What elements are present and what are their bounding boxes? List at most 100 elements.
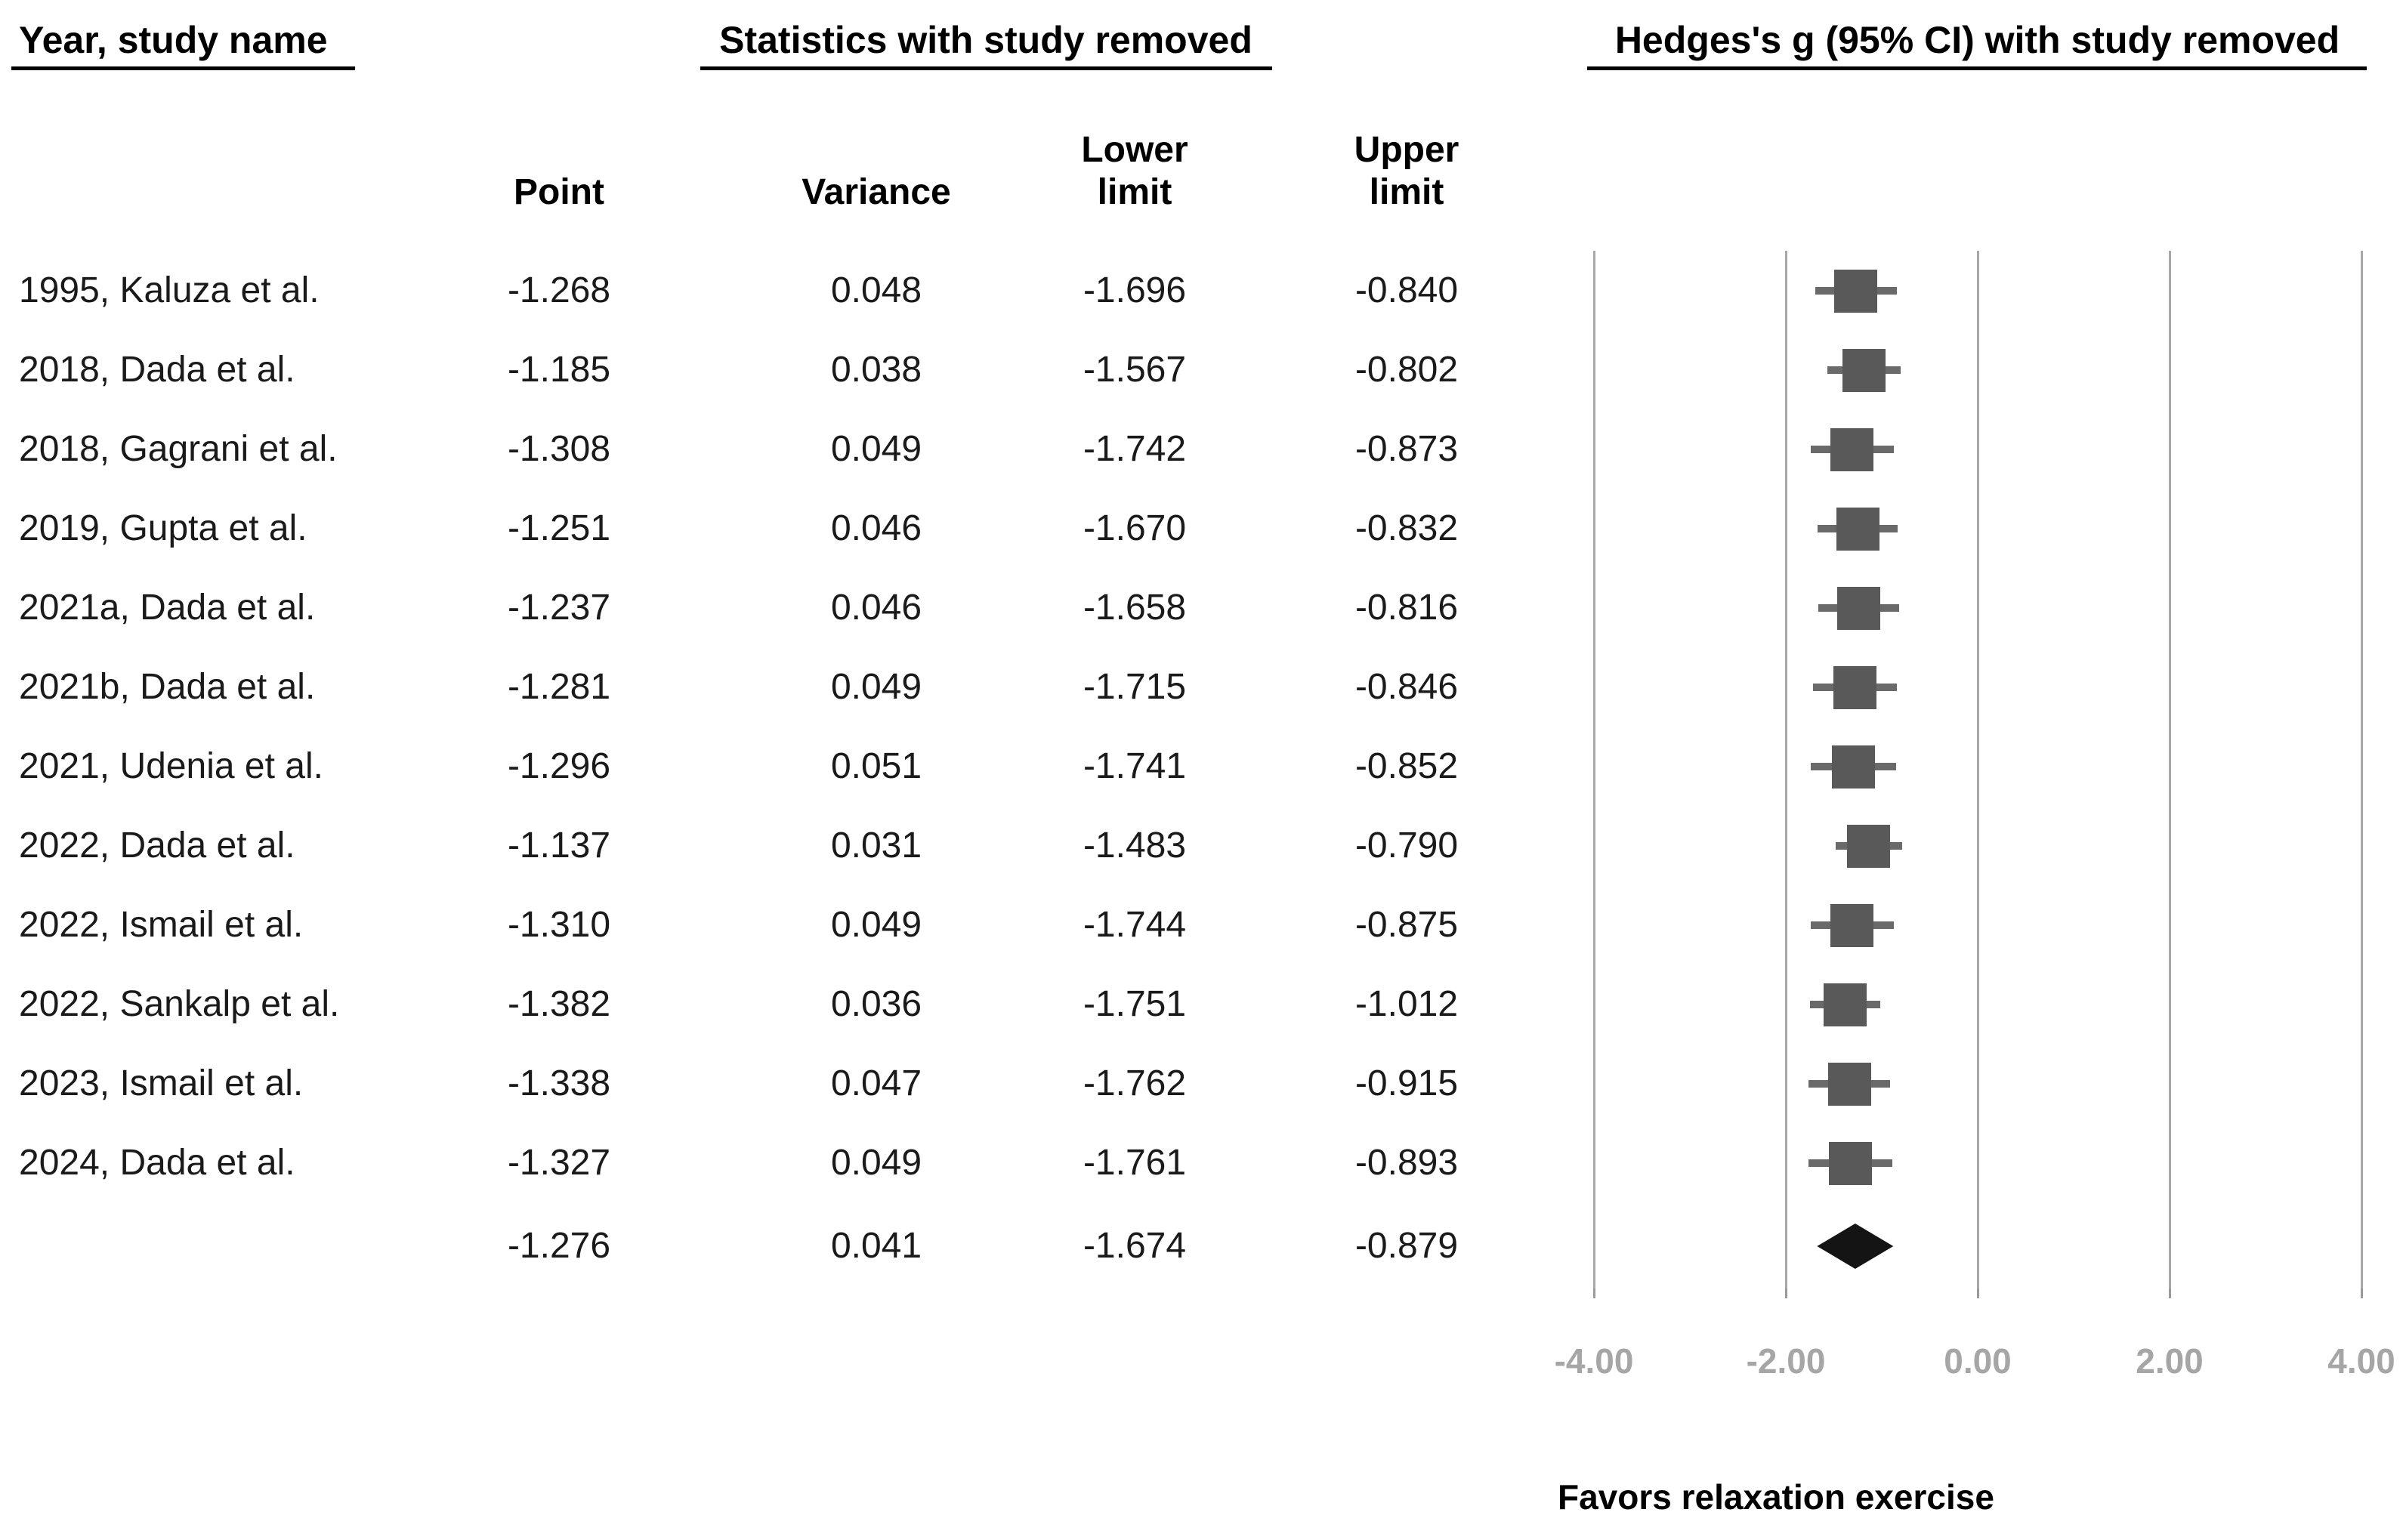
- upper-limit-value: -0.915: [1354, 1063, 1459, 1103]
- point-value: -1.308: [507, 429, 611, 469]
- lower-limit-value: -1.715: [1083, 667, 1187, 707]
- lower-limit-value: -1.762: [1083, 1063, 1187, 1103]
- lower-limit-value: -1.670: [1083, 508, 1187, 548]
- study-label: 2019, Gupta et al.: [19, 508, 307, 548]
- point-estimate-square: [1831, 745, 1875, 789]
- summary-variance-value: 0.041: [830, 1226, 922, 1266]
- point-value: -1.185: [507, 350, 611, 390]
- lower-limit-value: -1.658: [1083, 588, 1187, 628]
- study-label: 2021, Udenia et al.: [19, 746, 323, 786]
- summary-point-value: -1.276: [507, 1226, 611, 1266]
- col-header-upper-line1: Upper: [1354, 130, 1459, 170]
- variance-value: 0.048: [830, 270, 922, 310]
- point-estimate-square: [1823, 983, 1867, 1026]
- col-header-upper-limit: Upper limit: [1293, 129, 1520, 214]
- lower-limit-value: -1.742: [1083, 429, 1187, 469]
- axis-tick: [1785, 1288, 1787, 1298]
- lower-limit-value: -1.761: [1083, 1143, 1187, 1183]
- upper-limit-value: -0.840: [1354, 270, 1459, 310]
- col-header-lower-line1: Lower: [1081, 130, 1188, 170]
- upper-limit-value: -0.832: [1354, 508, 1459, 548]
- favors-annotation: Favors relaxation exercise: [1558, 1477, 1994, 1517]
- axis-tick: [1977, 1288, 1979, 1298]
- lower-limit-value: -1.741: [1083, 746, 1187, 786]
- col-header-point: Point: [514, 172, 604, 212]
- point-estimate-square: [1837, 586, 1881, 630]
- lower-limit-value: -1.751: [1083, 984, 1187, 1024]
- lower-limit-value: -1.567: [1083, 350, 1187, 390]
- header-statistics: Statistics with study removed: [719, 19, 1252, 61]
- lower-limit-value: -1.744: [1083, 905, 1187, 945]
- point-value: -1.382: [507, 984, 611, 1024]
- gridline: [2361, 251, 2363, 1288]
- point-value: -1.338: [507, 1063, 611, 1103]
- point-value: -1.281: [507, 667, 611, 707]
- axis-tick-label: -2.00: [1746, 1341, 1826, 1381]
- lower-limit-value: -1.483: [1083, 826, 1187, 866]
- underline-hedges-g: [1587, 66, 2367, 70]
- variance-value: 0.046: [830, 588, 922, 628]
- upper-limit-value: -0.802: [1354, 350, 1459, 390]
- header-year-study-name: Year, study name: [19, 19, 328, 61]
- study-label: 2023, Ismail et al.: [19, 1063, 304, 1103]
- axis-tick: [2361, 1288, 2363, 1298]
- study-label: 2018, Dada et al.: [19, 350, 295, 390]
- header-hedges-g: Hedges's g (95% CI) with study removed: [1614, 19, 2340, 61]
- point-estimate-square: [1833, 665, 1876, 709]
- upper-limit-value: -0.875: [1354, 905, 1459, 945]
- point-value: -1.268: [507, 270, 611, 310]
- axis-tick: [1593, 1288, 1595, 1298]
- axis-tick-label: 2.00: [2136, 1341, 2204, 1381]
- point-estimate-square: [1834, 269, 1878, 313]
- point-value: -1.296: [507, 746, 611, 786]
- col-header-lower-line2: limit: [1097, 172, 1172, 212]
- point-estimate-square: [1828, 1141, 1872, 1185]
- lower-limit-value: -1.696: [1083, 270, 1187, 310]
- summary-diamond: [1817, 1224, 1894, 1269]
- col-header-upper-line2: limit: [1369, 172, 1444, 212]
- variance-value: 0.036: [830, 984, 922, 1024]
- axis-tick-label: 0.00: [1944, 1341, 2012, 1381]
- upper-limit-value: -0.893: [1354, 1143, 1459, 1183]
- point-estimate-square: [1830, 903, 1874, 947]
- axis-tick-label: -4.00: [1554, 1341, 1634, 1381]
- upper-limit-value: -0.816: [1354, 588, 1459, 628]
- variance-value: 0.051: [830, 746, 922, 786]
- study-label: 2021a, Dada et al.: [19, 588, 316, 628]
- upper-limit-value: -0.873: [1354, 429, 1459, 469]
- point-value: -1.237: [507, 588, 611, 628]
- point-estimate-square: [1847, 824, 1891, 868]
- point-estimate-square: [1827, 1062, 1871, 1106]
- upper-limit-value: -0.846: [1354, 667, 1459, 707]
- point-value: -1.251: [507, 508, 611, 548]
- point-value: -1.310: [507, 905, 611, 945]
- axis-tick-label: 4.00: [2327, 1341, 2395, 1381]
- variance-value: 0.046: [830, 508, 922, 548]
- upper-limit-value: -0.852: [1354, 746, 1459, 786]
- variance-value: 0.049: [830, 905, 922, 945]
- point-estimate-square: [1842, 348, 1886, 392]
- axis-tick: [2169, 1288, 2171, 1298]
- study-label: 2024, Dada et al.: [19, 1143, 295, 1183]
- study-label: 2022, Sankalp et al.: [19, 984, 340, 1024]
- study-label: 2018, Gagrani et al.: [19, 429, 338, 469]
- gridline: [1593, 251, 1595, 1288]
- variance-value: 0.031: [830, 826, 922, 866]
- gridline: [2169, 251, 2171, 1288]
- gridline: [1785, 251, 1787, 1288]
- gridline: [1977, 251, 1979, 1288]
- point-value: -1.137: [507, 826, 611, 866]
- summary-lower-limit-value: -1.674: [1083, 1226, 1187, 1266]
- study-label: 2022, Dada et al.: [19, 826, 295, 866]
- variance-value: 0.049: [830, 429, 922, 469]
- variance-value: 0.049: [830, 667, 922, 707]
- upper-limit-value: -0.790: [1354, 826, 1459, 866]
- upper-limit-value: -1.012: [1354, 984, 1459, 1024]
- col-header-lower-limit: Lower limit: [1021, 129, 1248, 214]
- variance-value: 0.047: [830, 1063, 922, 1103]
- point-estimate-square: [1830, 427, 1874, 471]
- underline-year-study-name: [11, 66, 355, 70]
- point-value: -1.327: [507, 1143, 611, 1183]
- summary-upper-limit-value: -0.879: [1354, 1226, 1459, 1266]
